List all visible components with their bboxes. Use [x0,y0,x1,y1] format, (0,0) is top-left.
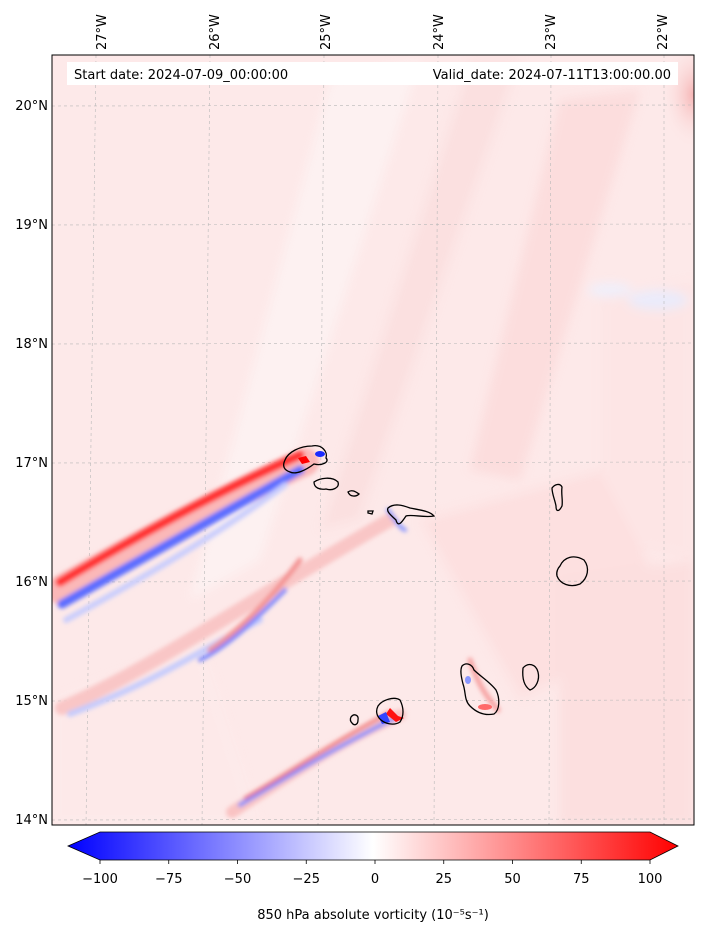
colorbar-tick-label: 25 [435,872,452,887]
latitude-labels: 20°N 19°N 18°N 17°N 16°N 15°N 14°N [15,99,48,828]
colorbar-tick-label: 50 [504,872,521,887]
colorbar-tick-label: 0 [371,872,379,887]
island-santo-antao [283,445,328,474]
vorticity-cores [298,451,492,724]
lat-label: 18°N [15,337,48,352]
lat-label: 14°N [15,813,48,828]
valid-date-label: Valid_date: 2024-07-11T13:00:00.00 [433,68,671,83]
longitude-labels: 27°W 26°W 25°W 24°W 23°W 22°W [95,14,671,50]
island-brava [349,714,359,726]
lat-label: 15°N [15,694,48,709]
lon-label: 27°W [95,14,110,50]
colorbar-tick-label: 100 [638,872,663,887]
map-panel: Start date: 2024-07-09_00:00:00 Valid_da… [51,54,695,826]
lon-label: 26°W [208,14,223,50]
island-sal [551,483,563,512]
background-bands [52,60,694,825]
lat-label: 16°N [15,575,48,590]
colorbar-tick-label: −50 [224,872,251,887]
colorbar-ticks: −100 −75 −50 −25 0 25 50 75 100 [82,860,662,887]
colorbar: −100 −75 −50 −25 0 25 50 75 100 850 hPa absolute… [67,831,679,923]
island-santa-luzia [347,490,361,497]
lon-label: 25°W [319,14,334,50]
info-box [67,62,678,85]
colorbar-tick-label: −100 [82,872,118,887]
colorbar-bar [67,831,679,861]
lon-label: 24°W [432,14,447,50]
vorticity-streaks [52,448,501,818]
island-branco [367,510,374,515]
colorbar-tick-label: −25 [293,872,320,887]
map-frame [51,54,695,826]
lon-label: 23°W [544,14,559,50]
island-maio [522,663,540,691]
island-sao-nicolau [386,504,436,525]
start-date-label: Start date: 2024-07-09_00:00:00 [74,68,288,83]
lon-label: 22°W [656,14,671,50]
colorbar-tick-label: −75 [155,872,182,887]
island-santiago [460,663,500,716]
lat-label: 19°N [15,218,48,233]
lat-label: 17°N [15,456,48,471]
colorbar-tick-label: 75 [573,872,590,887]
colorbar-title: 850 hPa absolute vorticity (10⁻⁵s⁻¹) [257,908,489,923]
island-sao-vicente [313,477,339,491]
graticule [52,55,694,825]
lat-label: 20°N [15,99,48,114]
island-boa-vista [556,556,589,587]
island-coastlines [283,445,589,726]
island-fogo [375,697,404,725]
